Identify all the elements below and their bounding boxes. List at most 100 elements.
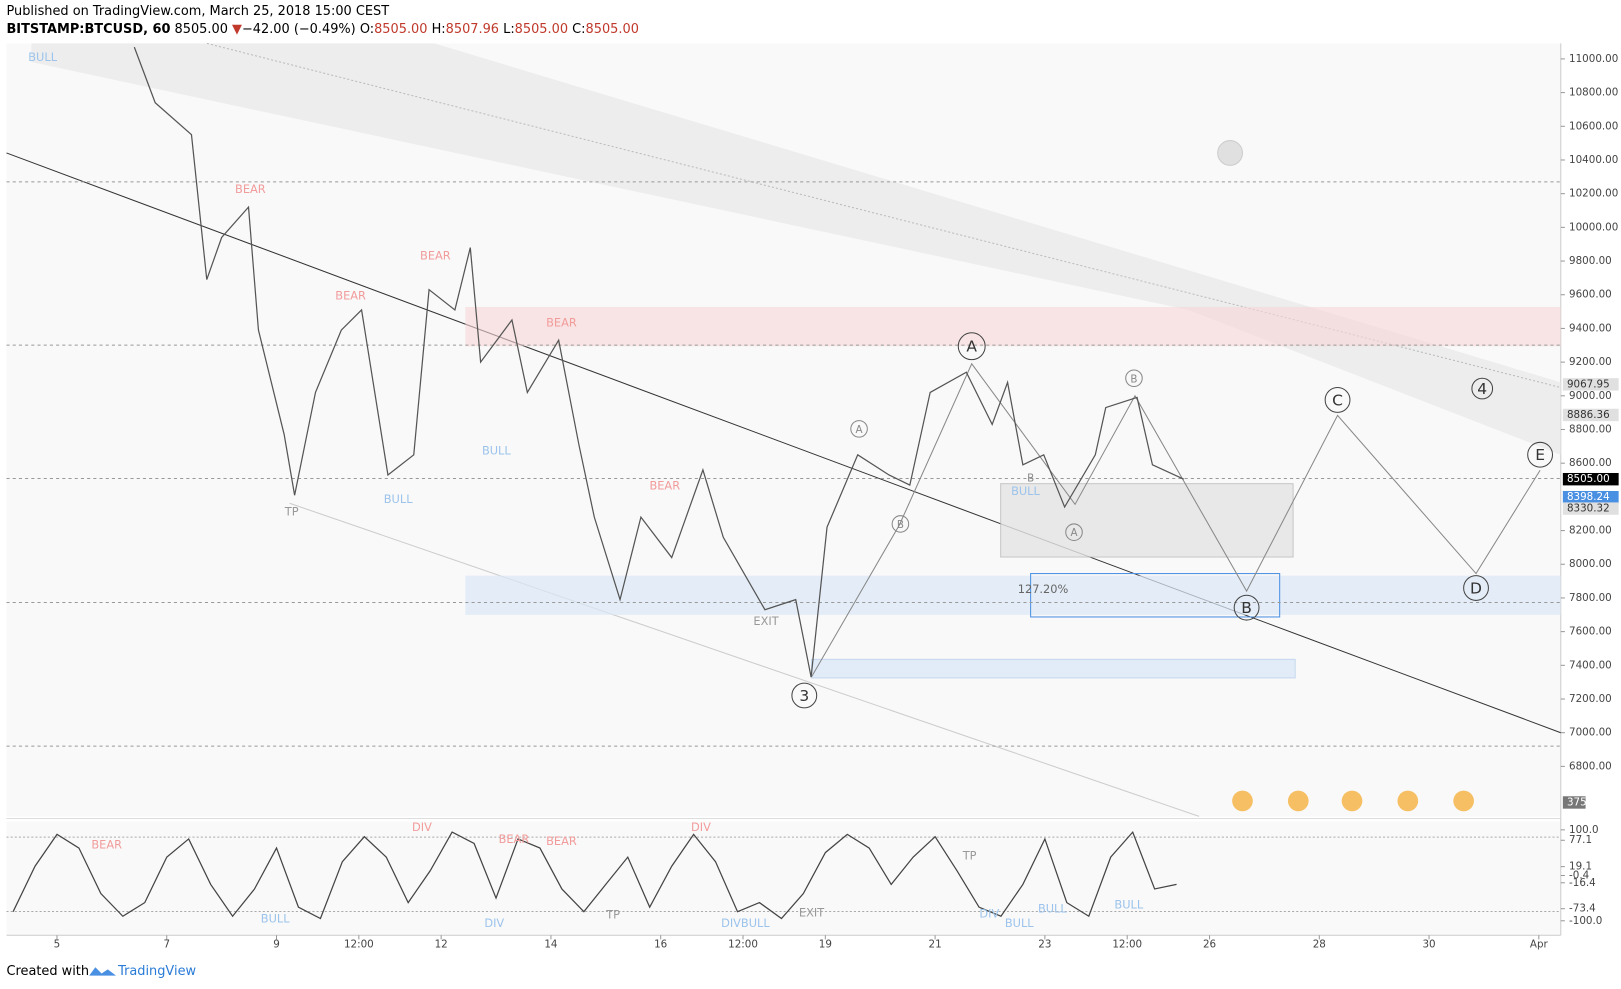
footer-created: Created with — [6, 964, 89, 979]
l-label: L: — [503, 21, 515, 36]
signal-label: 127.20% — [1018, 582, 1069, 596]
wave-label: 3 — [799, 687, 809, 705]
signal-label: EXIT — [753, 614, 778, 628]
oscillator-pane — [6, 821, 1561, 936]
y-tick-label: 8000.00 — [1569, 558, 1612, 570]
y-tick-label: 8800.00 — [1569, 423, 1612, 435]
wave-label: C — [1332, 391, 1343, 409]
wave-label: B — [1241, 599, 1252, 617]
osc-signal-label: DIVBULL — [721, 916, 770, 930]
range-box — [1000, 483, 1294, 558]
x-tick-label: 21 — [929, 939, 942, 951]
osc-signal-label: BEAR — [546, 834, 577, 848]
wave-circle — [957, 332, 986, 361]
o-label: O: — [360, 21, 374, 36]
price-label: 8330.32 — [1567, 503, 1610, 515]
osc-signal-label: BULL — [1005, 916, 1034, 930]
y-tick-label: 11000.00 — [1569, 53, 1618, 65]
x-tick-label: 14 — [544, 939, 557, 951]
wave-circle — [850, 420, 868, 438]
volume-label-box — [1562, 796, 1586, 809]
x-tick-label: 7 — [163, 939, 170, 951]
last-price: 8505.00 — [175, 21, 228, 36]
osc-signal-label: DIV — [484, 916, 504, 930]
signal-label: BEAR — [335, 289, 366, 303]
change: −42.00 (−0.49%) — [242, 21, 356, 36]
wave-label: A — [966, 338, 977, 356]
price-label-box — [1562, 472, 1619, 486]
y-tick-label: 7200.00 — [1569, 693, 1612, 705]
osc-tick-label: -100.0 — [1569, 915, 1602, 927]
logo — [89, 967, 117, 976]
signal-label: BULL — [384, 492, 413, 506]
target-box — [1030, 573, 1281, 618]
osc-tick-label: 77.1 — [1569, 834, 1592, 846]
y-tick-label: 8600.00 — [1569, 457, 1612, 469]
wave-circle — [1527, 441, 1554, 468]
price-label: 9067.95 — [1567, 378, 1610, 390]
osc-signal-label: DIV — [979, 907, 999, 921]
signal-label: BULL — [1011, 484, 1040, 498]
x-tick-label: 12:00 — [344, 939, 374, 951]
y-tick-label: 9200.00 — [1569, 356, 1612, 368]
osc-signal-label: EXIT — [799, 906, 824, 920]
clock-icon — [1217, 140, 1243, 166]
signal-label: BEAR — [420, 248, 451, 262]
wave-label: A — [1070, 527, 1077, 539]
y-tick-label: 8200.00 — [1569, 525, 1612, 537]
osc-signal-label: BULL — [261, 912, 290, 926]
close: 8505.00 — [586, 21, 639, 36]
y-tick-label: 6800.00 — [1569, 760, 1612, 772]
y-tick-label: 7600.00 — [1569, 626, 1612, 638]
y-tick-label: 7000.00 — [1569, 727, 1612, 739]
trendline — [206, 42, 1561, 389]
x-tick-label: 12 — [435, 939, 448, 951]
y-tick-label: 10800.00 — [1569, 87, 1618, 99]
osc-signal-label: DIV — [691, 820, 711, 834]
y-tick-label: 7400.00 — [1569, 659, 1612, 671]
y-tick-label: 10200.00 — [1569, 188, 1618, 200]
x-tick-label: 19 — [819, 939, 832, 951]
y-tick-label: 10000.00 — [1569, 221, 1618, 233]
oscillator-line — [12, 830, 1177, 920]
price-label: 8505.00 — [1567, 473, 1610, 485]
signal-label: BEAR — [235, 182, 266, 196]
x-tick-label: 28 — [1313, 939, 1326, 951]
wave-label: B — [1130, 373, 1137, 385]
trendline — [289, 502, 1200, 817]
signal-label: BEAR — [649, 479, 680, 493]
wave-label: B — [1027, 472, 1034, 484]
wave-label: B — [897, 519, 904, 531]
y-tick-label: 7800.00 — [1569, 592, 1612, 604]
price-label-box — [1562, 378, 1619, 391]
x-tick-label: 5 — [54, 939, 61, 951]
x-tick-label: 16 — [654, 939, 667, 951]
price-label-box — [1562, 408, 1619, 422]
osc-signal-label: TP — [605, 908, 620, 922]
arrow: ▼ — [232, 21, 242, 36]
signal-label: BEAR — [546, 315, 577, 329]
wave-label: D — [1470, 580, 1482, 598]
symbol: BITSTAMP:BTCUSD, 60 — [6, 21, 170, 36]
trendline — [6, 152, 1561, 734]
x-tick-label: 26 — [1203, 939, 1216, 951]
osc-signal-label: BEAR — [499, 832, 530, 846]
resistance-zone — [465, 306, 1561, 347]
osc-signal-label: BEAR — [91, 837, 122, 851]
osc-tick-label: 100.0 — [1569, 824, 1599, 836]
x-tick-label: 30 — [1422, 939, 1435, 951]
wave-circle — [1125, 369, 1143, 388]
c-label: C: — [572, 21, 585, 36]
x-tick-label: 12:00 — [1112, 939, 1142, 951]
wave-circle — [1471, 377, 1494, 400]
price-label-box — [1562, 502, 1619, 515]
x-tick-label: 23 — [1038, 939, 1051, 951]
y-tick-label: 10400.00 — [1569, 154, 1618, 166]
y-tick-label: 10600.00 — [1569, 120, 1618, 132]
y-tick-label: 9400.00 — [1569, 322, 1612, 334]
symbol-line: BITSTAMP:BTCUSD, 60 8505.00 ▼−42.00 (−0.… — [6, 21, 638, 36]
event-icons — [1232, 790, 1474, 812]
osc-tick-label: -0.4 — [1569, 870, 1589, 882]
footer-brand[interactable]: TradingView — [117, 964, 196, 979]
